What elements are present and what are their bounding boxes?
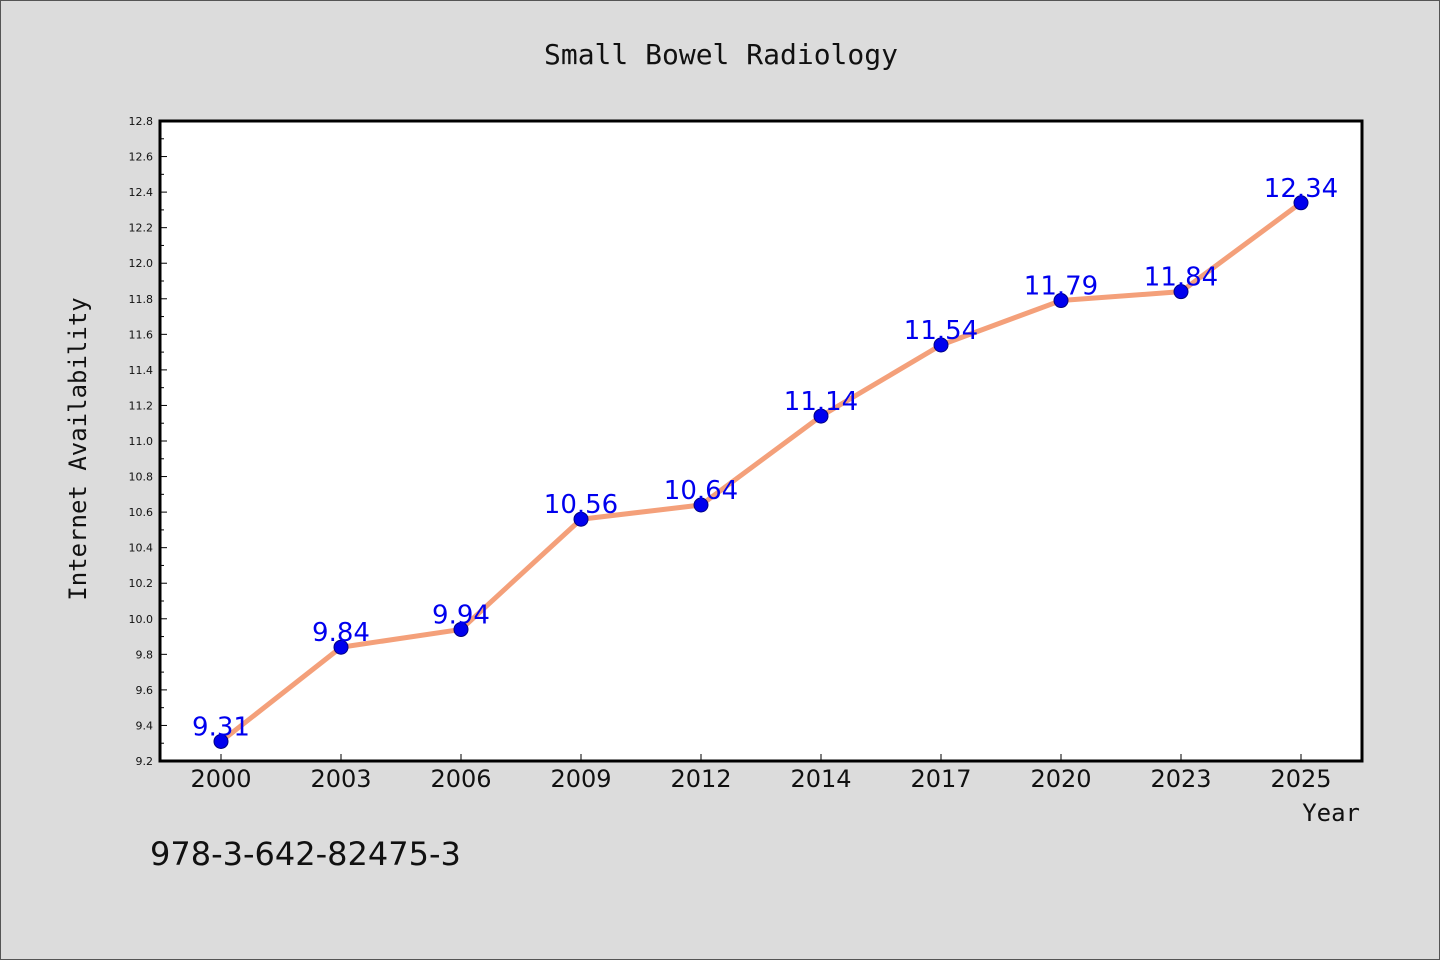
y-tick-label: 12.4 [129,186,154,199]
series-group [213,195,1309,749]
data-label: 9.94 [432,600,490,630]
plot-area [158,119,1364,763]
y-axis-label: Internet Availability [64,297,92,600]
y-tick-label: 10.8 [129,471,154,484]
x-tick-label: 2009 [550,765,611,793]
y-tick-label: 11.0 [129,435,154,448]
y-tick-label: 11.2 [129,399,154,412]
data-label: 11.54 [904,316,978,346]
data-point [1293,195,1309,211]
x-tick-label: 2000 [190,765,251,793]
data-point [813,408,829,424]
data-labels: 9.31 9.84 9.94 10.56 10.64 11.14 11.54 11.79 11.… [192,174,1338,743]
x-tick-label: 2020 [1030,765,1091,793]
data-point [453,621,469,637]
x-tick-label: 2006 [430,765,491,793]
data-label: 12.34 [1264,174,1338,204]
data-point [213,733,229,749]
y-tick-label: 9.2 [136,755,154,768]
data-label: 11.79 [1024,272,1098,302]
y-tick-label: 12.0 [129,257,154,270]
data-label: 9.31 [192,712,250,742]
x-tick-label: 2003 [310,765,371,793]
y-tick-label: 12.6 [129,151,154,164]
data-point [573,511,589,527]
y-tick-label: 11.6 [129,328,154,341]
x-tick-label: 2023 [1150,765,1211,793]
series-line [218,200,1304,744]
y-tick-label: 11.8 [129,293,154,306]
chart-title: Small Bowel Radiology [544,38,898,71]
y-tick-label: 9.8 [136,648,154,661]
x-tick-label: 2025 [1270,765,1331,793]
data-point [693,497,709,513]
data-label: 9.84 [312,618,370,648]
x-axis-label: Year [1302,799,1360,827]
y-axis: 9.2 9.4 9.6 9.8 10.0 10.2 10.4 10.6 10.8 11.0 11.2… [129,115,167,768]
data-label: 11.14 [784,387,858,417]
x-tick-label: 2014 [790,765,851,793]
data-point [933,337,949,353]
data-label: 10.56 [544,490,618,520]
y-tick-label: 10.6 [129,506,154,519]
y-tick-label: 10.2 [129,577,154,590]
y-tick-label: 9.6 [136,684,154,697]
y-tick-label: 10.4 [129,542,154,555]
data-point [1173,284,1189,300]
data-point [333,639,349,655]
y-tick-label: 10.0 [129,613,154,626]
x-tick-label: 2012 [670,765,731,793]
x-axis: 2000 2003 2006 2009 2012 2014 2017 2020 2023 2025 [190,754,1332,793]
y-tick-label: 12.8 [129,115,154,128]
y-tick-label: 11.4 [129,364,154,377]
data-label: 11.84 [1144,263,1218,293]
y-tick-label: 12.2 [129,222,154,235]
y-tick-label: 9.4 [136,719,154,732]
data-point [1053,293,1069,309]
x-tick-label: 2017 [910,765,971,793]
isbn-footer: 978-3-642-82475-3 [150,835,461,873]
data-label: 10.64 [664,476,738,506]
